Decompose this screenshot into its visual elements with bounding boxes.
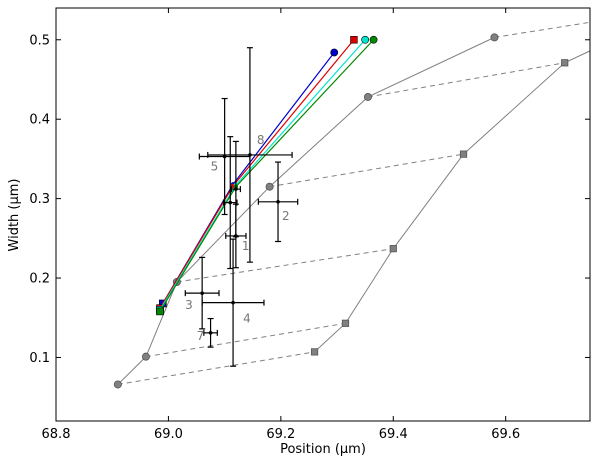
- annotation-layer: 5 8 2 1 3 4 7: [185, 133, 290, 343]
- gray-circle-point-1: [141, 352, 150, 361]
- cyan-series-line: [159, 39, 366, 311]
- colored-series-layer: [156, 35, 378, 316]
- red-end-marker: [350, 36, 358, 44]
- gray-square-point-1: [341, 319, 350, 327]
- annotation-label-4: 4: [243, 312, 251, 326]
- x-tick-label-3: 69.4: [379, 427, 408, 442]
- cyan-end-marker: [361, 35, 370, 44]
- dashed-link-1: [145, 322, 346, 358]
- error-point-layer: [184, 47, 299, 367]
- x-tick-label-4: 69.6: [491, 427, 520, 442]
- error-point-7: [231, 300, 235, 305]
- green-start-marker: [156, 307, 164, 316]
- error-point-3: [276, 199, 280, 204]
- annotation-label-8: 8: [257, 133, 265, 147]
- blue-end-marker: [330, 48, 339, 57]
- error-point-6: [200, 291, 204, 295]
- gray-circle-point-4: [363, 92, 372, 101]
- dashed-link-5: [494, 21, 590, 38]
- blue-series-line: [162, 52, 335, 304]
- x-tick-label-1: 69.0: [154, 427, 183, 442]
- gray-series-layer: [113, 33, 590, 389]
- gray-circle-point-5: [490, 33, 499, 42]
- plot-area: [113, 21, 590, 389]
- annotation-label-1: 1: [242, 239, 250, 253]
- y-tick-label-0: 0.1: [29, 351, 50, 366]
- y-tick-label-4: 0.5: [29, 33, 50, 48]
- gray-square-point-2: [389, 245, 397, 253]
- green-series-line: [159, 39, 375, 312]
- annotation-label-3: 3: [185, 298, 193, 312]
- green-end-marker: [369, 35, 378, 44]
- gray-circle-point-0: [113, 380, 122, 389]
- x-tick-label-0: 68.8: [42, 427, 71, 442]
- y-tick-label-3: 0.4: [29, 113, 50, 128]
- annotation-label-7: 7: [197, 329, 205, 343]
- error-point-0: [222, 154, 227, 159]
- error-point-8: [208, 331, 213, 335]
- error-point-1: [228, 200, 233, 205]
- dashed-link-4: [367, 62, 565, 98]
- y-tick-label-2: 0.3: [29, 192, 50, 207]
- gray-square-point-3: [459, 150, 468, 158]
- annotation-label-5: 5: [211, 160, 219, 174]
- dashed-link-layer: [117, 21, 590, 385]
- tick-layer: 68.8 69.0 69.2 69.4 69.6 0.1 0.2 0.3 0.4 0.5: [29, 8, 590, 442]
- gray-square-point-0: [310, 348, 319, 356]
- gray-circle-point-3: [265, 182, 274, 191]
- dashed-link-0: [117, 351, 315, 385]
- gray-square-series-line: [314, 50, 590, 353]
- error-point-5: [234, 187, 238, 191]
- x-axis-label: Position (μm): [280, 442, 366, 457]
- red-series-line: [159, 39, 355, 309]
- error-point-2: [248, 153, 252, 157]
- dashed-link-2: [176, 248, 394, 283]
- y-axis-label: Width (μm): [7, 179, 22, 252]
- x-tick-label-2: 69.2: [266, 427, 295, 442]
- plot-frame: [55, 7, 591, 422]
- y-tick-label-1: 0.2: [29, 272, 50, 287]
- annotation-label-2: 2: [282, 209, 290, 223]
- gray-square-point-4: [561, 59, 569, 67]
- gray-circle-series-line: [117, 36, 495, 385]
- dashed-link-3: [269, 153, 464, 188]
